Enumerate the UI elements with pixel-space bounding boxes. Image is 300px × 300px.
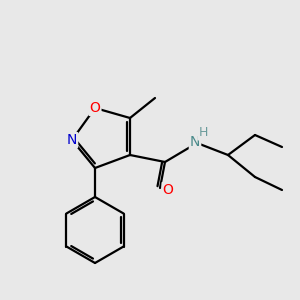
Text: O: O (90, 101, 101, 115)
Text: O: O (163, 183, 173, 197)
Text: N: N (190, 135, 200, 149)
Text: H: H (198, 127, 208, 140)
Text: N: N (67, 133, 77, 147)
